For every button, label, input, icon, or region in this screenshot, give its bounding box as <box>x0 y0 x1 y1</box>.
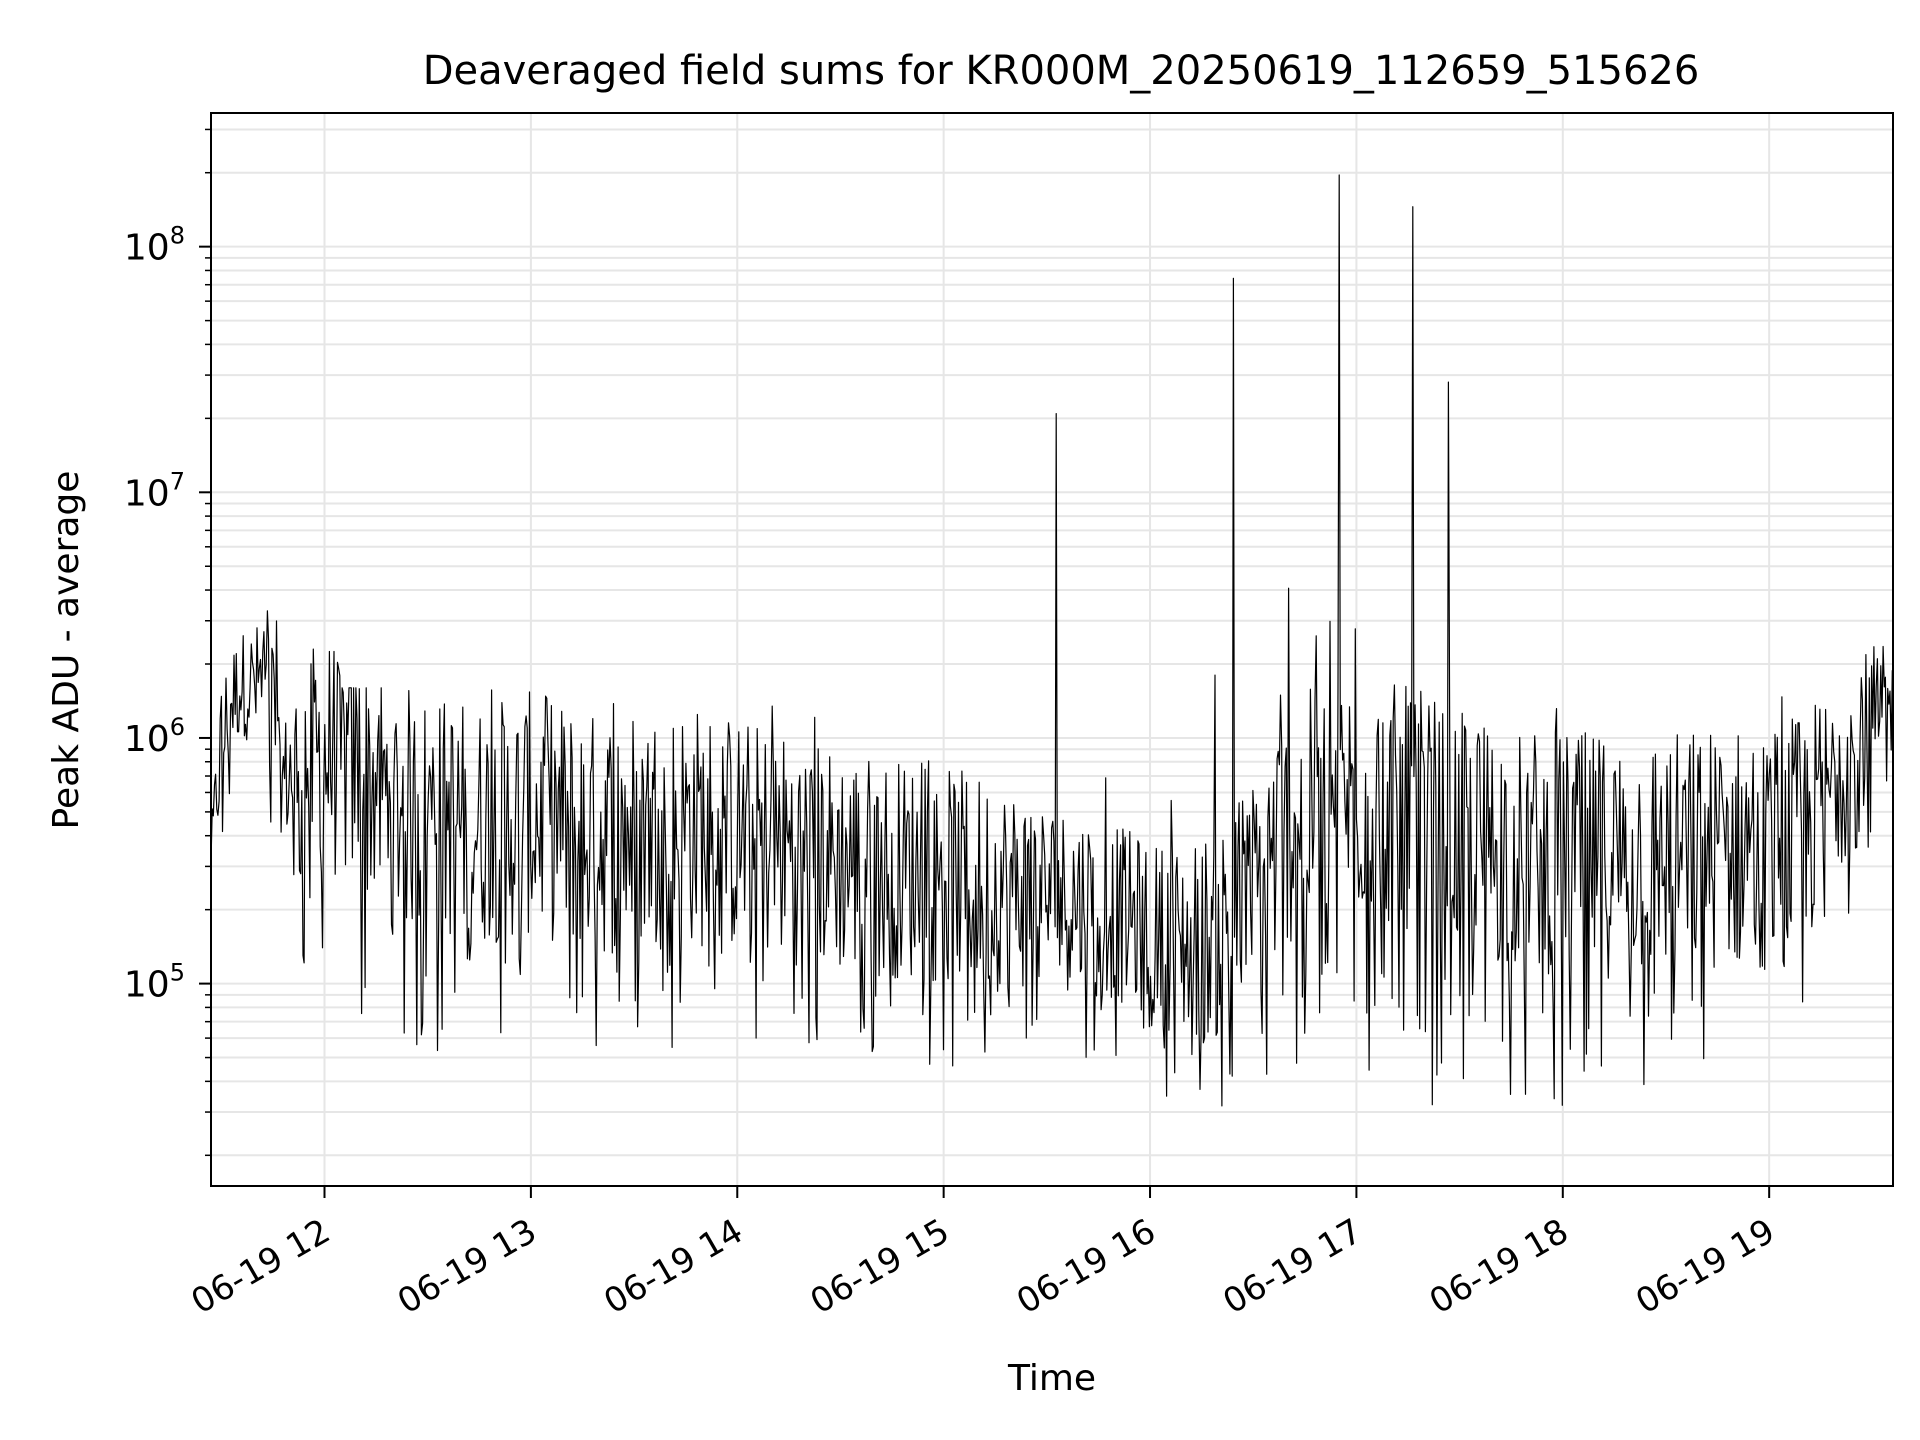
x-tick-label: 06-19 12 <box>185 1211 337 1322</box>
x-tick-label: 06-19 14 <box>597 1211 749 1322</box>
y-axis-label: Peak ADU - average <box>46 471 87 830</box>
y-tick-label: 105 <box>124 959 185 1006</box>
plot-frame <box>210 112 1894 1187</box>
y-tick-label: 107 <box>124 467 185 514</box>
x-tick-label: 06-19 19 <box>1629 1211 1781 1322</box>
x-axis-ticks: 06-19 12 06-19 13 06-19 14 06-19 15 06-19 16… <box>185 1186 1782 1322</box>
x-tick-label: 06-19 16 <box>1010 1211 1162 1322</box>
x-tick-label: 06-19 13 <box>391 1211 543 1322</box>
y-tick-label: 106 <box>124 713 185 760</box>
series-polyline <box>210 174 1893 1107</box>
x-tick-label: 06-19 17 <box>1217 1211 1369 1322</box>
x-tick-label: 06-19 18 <box>1423 1211 1575 1322</box>
x-tick-label: 06-19 15 <box>804 1211 956 1322</box>
data-series-line <box>210 174 1893 1107</box>
y-axis-ticks: 105 106 107 108 <box>124 128 211 1157</box>
y-tick-label: 108 <box>124 222 185 269</box>
x-axis-label: Time <box>1007 1358 1096 1399</box>
chart-title: Deaveraged field sums for KR000M_2025061… <box>423 48 1700 94</box>
grid-lines <box>211 113 1893 1186</box>
